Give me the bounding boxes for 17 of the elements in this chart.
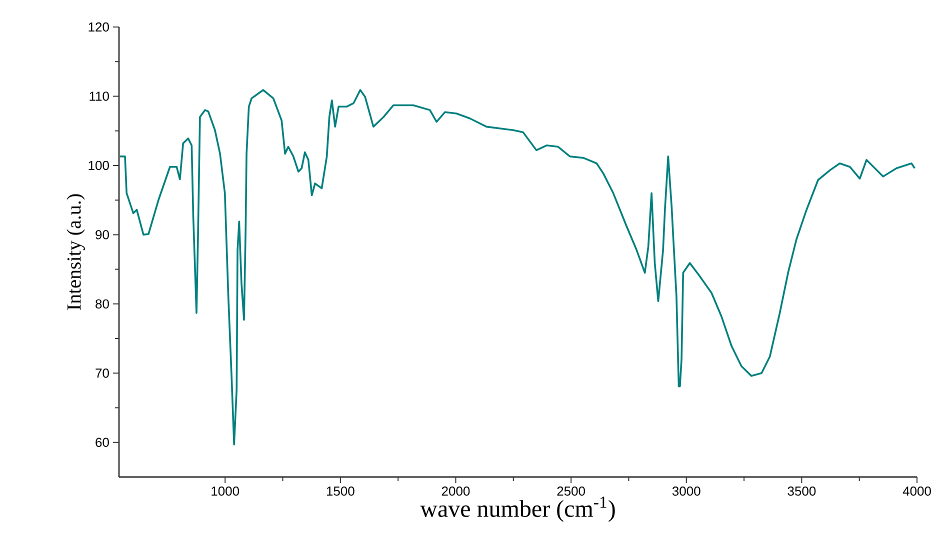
x-tick-label: 4000: [902, 486, 931, 496]
x-tick-label: 1500: [326, 486, 354, 496]
x-tick-label: 2500: [557, 486, 586, 496]
x-axis-title: wave number (cm$^{-1}$): [420, 496, 615, 522]
line-series: [119, 89, 916, 446]
y-axis-title: Intensity (a.u.): [66, 194, 85, 310]
y-tick-label: 90: [96, 230, 109, 240]
y-tick-label: 110: [90, 92, 109, 101]
y-tick-label: 100: [88, 160, 109, 170]
x-tick-label: 2000: [442, 486, 470, 496]
y-tick-label: 70: [96, 368, 109, 378]
x-tick-label: 3500: [788, 486, 816, 496]
y-tick-label: 80: [96, 299, 109, 309]
y-tick-label: 120: [88, 22, 109, 32]
x-tick-label: 3000: [672, 486, 700, 496]
y-tick-label: 60: [96, 438, 109, 447]
x-tick-label: 1000: [212, 486, 240, 496]
